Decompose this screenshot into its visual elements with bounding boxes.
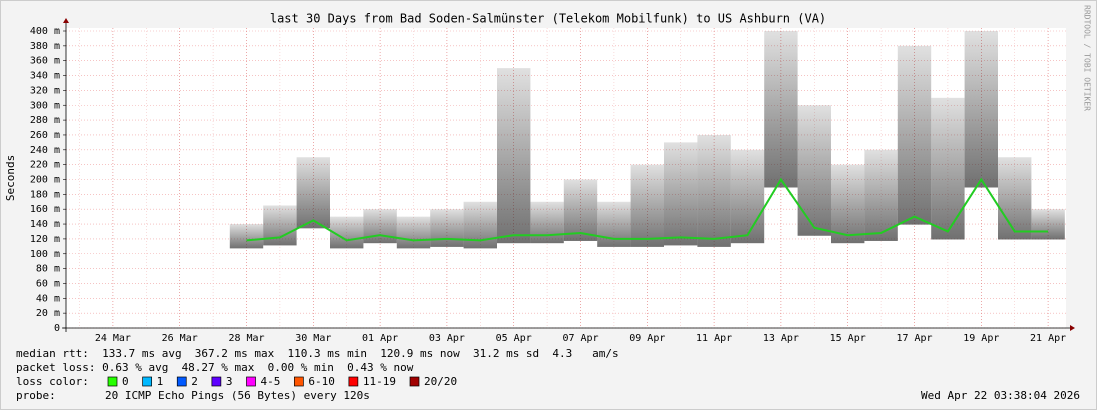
legend-swatch — [107, 376, 118, 387]
smoke — [931, 97, 965, 240]
legend-label: 3 — [226, 375, 233, 388]
legend-swatch — [142, 376, 152, 387]
smoke — [1031, 209, 1065, 240]
y-tick-label: 360 m — [30, 56, 60, 67]
smoke — [831, 164, 865, 244]
timestamp: Wed Apr 22 03:38:04 2026 — [921, 389, 1080, 402]
y-tick-label: 280 m — [30, 115, 60, 126]
x-tick-label: 11 Apr — [696, 333, 732, 344]
stats-line: packet loss: 0.63 % avg 48.27 % max 0.00… — [16, 361, 414, 374]
arrow — [63, 18, 69, 23]
y-tick-label: 300 m — [30, 100, 60, 111]
x-tick-label: 01 Apr — [362, 333, 398, 344]
x-tick-label: 21 Apr — [1030, 333, 1066, 344]
loss-title: loss color: — [16, 375, 89, 388]
y-tick-label: 400 m — [30, 26, 60, 37]
y-tick-label: 240 m — [30, 145, 60, 156]
legend-swatch — [348, 376, 359, 387]
y-axis-label: Seconds — [4, 155, 17, 201]
legend-swatch — [409, 376, 420, 387]
chart-title: last 30 Days from Bad Soden-Salmünster (… — [270, 12, 826, 26]
y-tick-label: 80 m — [36, 264, 60, 275]
probe: 20 ICMP Echo Pings (56 Bytes) every 120s — [105, 389, 370, 402]
smoke — [864, 149, 898, 241]
x-tick-label: 05 Apr — [496, 333, 532, 344]
legend-swatch — [246, 376, 256, 387]
y-tick-label: 40 m — [36, 293, 60, 304]
smoke — [764, 31, 798, 188]
smoke — [697, 134, 731, 247]
smoke — [597, 201, 631, 247]
smoke — [530, 201, 564, 244]
legend-label: 20/20 — [424, 375, 457, 388]
smoke — [463, 201, 497, 249]
smoke — [563, 179, 598, 241]
y-tick-label: 160 m — [30, 204, 60, 215]
smoke — [330, 216, 364, 249]
y-tick-label: 220 m — [30, 160, 60, 171]
y-tick-label: 260 m — [30, 130, 60, 141]
y-tick-label: 380 m — [30, 41, 60, 52]
smoke — [664, 142, 698, 246]
y-tick-label: 140 m — [30, 219, 60, 230]
median-line — [246, 177, 1049, 242]
smoke — [964, 31, 998, 188]
legend-swatch — [211, 376, 222, 387]
x-tick-label: 30 Mar — [295, 333, 331, 344]
y-tick-label: 20 m — [36, 308, 60, 319]
y-tick-label: 180 m — [30, 189, 60, 200]
y-tick-label: 320 m — [30, 85, 60, 96]
y-tick-label: 100 m — [30, 249, 60, 260]
smoke — [630, 164, 664, 247]
x-tick-label: 07 Apr — [562, 333, 598, 344]
y-tick-label: 340 m — [30, 71, 60, 82]
smoke — [296, 157, 330, 229]
legend-label: 6-10 — [308, 375, 335, 388]
smoke — [229, 224, 264, 249]
y-tick-label: 0 — [54, 323, 60, 334]
probe-title: probe: — [16, 389, 56, 402]
smoke — [497, 68, 531, 244]
y-tick-label: 60 m — [36, 278, 60, 289]
smoke — [998, 157, 1032, 240]
x-tick-label: 09 Apr — [629, 333, 665, 344]
x-tick-label: 15 Apr — [830, 333, 866, 344]
legend-label: 4-5 — [261, 375, 281, 388]
smoke — [730, 149, 765, 244]
side-text: RRDTOOL / TOBI OETIKER — [1083, 5, 1092, 111]
x-tick-label: 26 Mar — [162, 333, 198, 344]
x-tick-label: 24 Mar — [95, 333, 131, 344]
y-tick-label: 120 m — [30, 234, 60, 245]
x-tick-label: 19 Apr — [963, 333, 999, 344]
arrow — [1070, 325, 1075, 331]
legend-label: 0 — [122, 375, 129, 388]
smoke — [897, 45, 932, 225]
smoke — [363, 209, 397, 244]
stats-line: median rtt: 133.7 ms avg 367.2 ms max 11… — [16, 347, 619, 360]
legend-label: 2 — [191, 375, 198, 388]
x-tick-label: 13 Apr — [763, 333, 799, 344]
y-tick-label: 200 m — [30, 175, 60, 186]
legend-swatch — [176, 376, 187, 387]
legend-swatch — [294, 376, 304, 387]
x-tick-label: 03 Apr — [429, 333, 465, 344]
x-tick-label: 28 Mar — [228, 333, 264, 344]
smoke — [430, 209, 464, 247]
legend-label: 1 — [157, 375, 164, 388]
smoke — [396, 216, 431, 249]
smoke — [797, 105, 831, 236]
x-tick-label: 17 Apr — [896, 333, 932, 344]
legend-label: 11-19 — [363, 375, 396, 388]
